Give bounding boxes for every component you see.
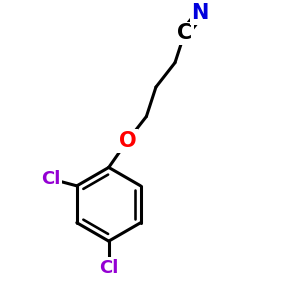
Text: O: O — [118, 131, 136, 151]
Text: Cl: Cl — [41, 170, 61, 188]
Text: C: C — [177, 23, 192, 43]
Text: N: N — [191, 4, 209, 23]
Text: Cl: Cl — [99, 259, 118, 277]
